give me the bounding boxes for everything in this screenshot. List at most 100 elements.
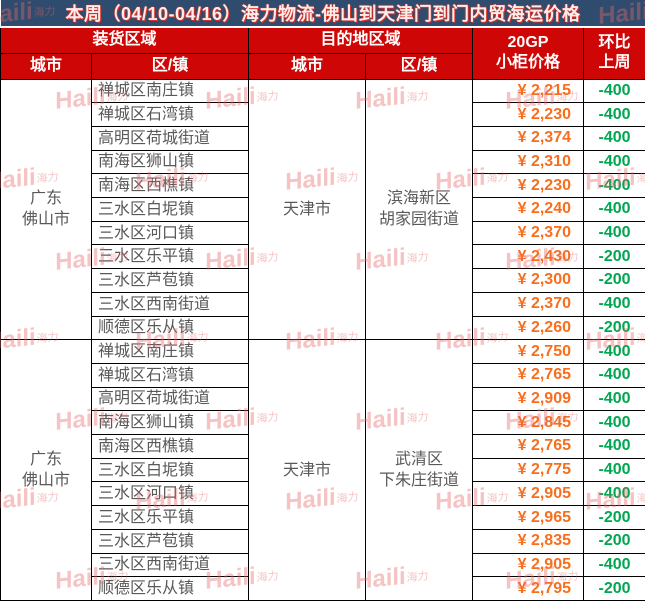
table-row: 禅城区石湾镇 ¥ 2,230 -400 — [1, 102, 645, 127]
price-cell: ¥ 2,310 — [472, 149, 584, 175]
table-row: 三水区西南街道 ¥ 2,370 -400 — [1, 291, 645, 317]
origin-district-cell: 三水区芦苞镇 — [91, 268, 249, 293]
table-row: 南海区西樵镇 ¥ 2,765 -400 — [1, 434, 645, 459]
header-price: 20GP 小柜价格 — [472, 26, 584, 80]
change-cell: -400 — [582, 149, 645, 175]
change-cell: -400 — [582, 125, 645, 151]
price-cell: ¥ 2,230 — [472, 173, 584, 199]
change-cell: -400 — [582, 410, 645, 436]
change-cell: -400 — [582, 291, 645, 317]
header-origin-district: 区/镇 — [91, 52, 249, 80]
origin-district-cell: 南海区西樵镇 — [91, 434, 249, 459]
page-title: 本周（04/10-04/16）海力物流-佛山到天津门到门内贸海运价格 — [0, 0, 645, 28]
header-origin-city: 城市 — [0, 52, 92, 80]
origin-city-cell: 广东 佛山市 — [0, 339, 92, 601]
change-cell: -400 — [582, 102, 645, 127]
price-cell: ¥ 2,370 — [472, 291, 584, 317]
origin-district-cell: 禅城区石湾镇 — [91, 362, 249, 388]
change-cell: -400 — [582, 552, 645, 578]
header-destination-area: 目的地区域 — [248, 26, 473, 54]
change-cell: -400 — [582, 197, 645, 222]
change-cell: -200 — [582, 268, 645, 293]
change-cell: -400 — [582, 339, 645, 364]
table-row: 三水区芦苞镇 ¥ 2,300 -200 — [1, 268, 645, 293]
table-row: 广东 佛山市 禅城区南庄镇 天津市 武清区 下朱庄街道 ¥ 2,750 -400 — [0, 339, 645, 601]
header-price-line2: 小柜价格 — [495, 54, 560, 72]
price-cell: ¥ 2,909 — [472, 386, 584, 412]
change-cell: -400 — [582, 434, 645, 459]
origin-district-cell: 三水区芦苞镇 — [91, 528, 249, 554]
price-cell: ¥ 2,300 — [472, 268, 584, 293]
price-cell: ¥ 2,374 — [472, 125, 584, 151]
change-cell: -400 — [582, 386, 645, 412]
change-cell: -200 — [582, 244, 645, 270]
dest-district-cell: 滨海新区 胡家园街道 — [365, 78, 473, 341]
dest-district-cell: 武清区 下朱庄街道 — [365, 339, 473, 601]
price-table-body: 广东 佛山市 禅城区南庄镇 天津市 滨海新区 胡家园街道 ¥ 2,215 -400 禅城区石湾镇… — [0, 78, 645, 601]
change-cell: -200 — [582, 505, 645, 530]
change-cell: -200 — [582, 528, 645, 554]
price-cell: ¥ 2,430 — [472, 244, 584, 270]
price-cell: ¥ 2,230 — [472, 102, 584, 127]
origin-district-cell: 高明区荷城街道 — [91, 125, 249, 151]
title-row: 本周（04/10-04/16）海力物流-佛山到天津门到门内贸海运价格 — [0, 0, 645, 28]
origin-district-cell: 三水区西南街道 — [91, 552, 249, 578]
origin-district-cell: 三水区乐平镇 — [91, 244, 249, 270]
table-row: 高明区荷城街道 ¥ 2,374 -400 — [1, 125, 645, 151]
table-row: 三水区河口镇 ¥ 2,905 -400 — [1, 481, 645, 507]
price-cell: ¥ 2,795 — [472, 576, 584, 601]
table-row: 三水区乐平镇 ¥ 2,430 -200 — [1, 244, 645, 270]
table-row: 三水区乐平镇 ¥ 2,965 -200 — [1, 505, 645, 530]
price-cell: ¥ 2,765 — [472, 434, 584, 459]
origin-district-cell: 三水区西南街道 — [91, 291, 249, 317]
price-cell: ¥ 2,260 — [472, 315, 584, 341]
change-cell: -400 — [582, 457, 645, 483]
header-loading-area: 装货区域 — [0, 26, 249, 54]
table-row: 高明区荷城街道 ¥ 2,909 -400 — [1, 386, 645, 412]
header-change: 环比 上周 — [582, 26, 645, 80]
header-sub-row: 城市 区/镇 城市 区/镇 — [0, 52, 645, 80]
change-cell: -400 — [582, 173, 645, 199]
price-cell: ¥ 2,905 — [472, 481, 584, 507]
origin-city-cell: 广东 佛山市 — [0, 78, 92, 341]
change-cell: -400 — [582, 220, 645, 246]
price-cell: ¥ 2,370 — [472, 220, 584, 246]
origin-district-cell: 三水区乐平镇 — [91, 505, 249, 530]
table-row: 顺德区乐从镇 ¥ 2,795 -200 — [1, 576, 645, 601]
header-dest-district: 区/镇 — [365, 52, 473, 80]
table-row: 南海区西樵镇 ¥ 2,230 -400 — [1, 173, 645, 199]
price-cell: ¥ 2,750 — [472, 339, 584, 364]
table-row: 南海区狮山镇 ¥ 2,310 -400 — [1, 149, 645, 175]
origin-district-cell: 高明区荷城街道 — [91, 386, 249, 412]
price-cell: ¥ 2,215 — [472, 78, 584, 104]
table-row: 广东 佛山市 禅城区南庄镇 天津市 滨海新区 胡家园街道 ¥ 2,215 -400 — [0, 78, 645, 341]
price-cell: ¥ 2,845 — [472, 410, 584, 436]
header-dest-city: 城市 — [248, 52, 366, 80]
price-cell: ¥ 2,240 — [472, 197, 584, 222]
origin-district-cell: 三水区白坭镇 — [91, 197, 249, 222]
change-cell: -200 — [582, 315, 645, 341]
origin-district-cell: 三水区河口镇 — [91, 220, 249, 246]
price-cell: ¥ 2,775 — [472, 457, 584, 483]
origin-district-cell: 南海区西樵镇 — [91, 173, 249, 199]
price-cell: ¥ 2,835 — [472, 528, 584, 554]
table-row: 三水区白坭镇 ¥ 2,240 -400 — [1, 197, 645, 222]
change-cell: -400 — [582, 362, 645, 388]
origin-district-cell: 禅城区南庄镇 — [91, 78, 249, 104]
header-change-line1: 环比 — [598, 34, 631, 52]
table-row: 三水区芦苞镇 ¥ 2,835 -200 — [1, 528, 645, 554]
change-cell: -400 — [582, 481, 645, 507]
origin-district-cell: 顺德区乐从镇 — [91, 576, 249, 601]
table-row: 三水区河口镇 ¥ 2,370 -400 — [1, 220, 645, 246]
price-cell: ¥ 2,765 — [472, 362, 584, 388]
change-cell: -400 — [582, 78, 645, 104]
header-change-line2: 上周 — [598, 54, 631, 72]
origin-district-cell: 禅城区南庄镇 — [91, 339, 249, 364]
dest-city-cell: 天津市 — [248, 78, 366, 341]
origin-district-cell: 顺德区乐从镇 — [91, 315, 249, 341]
header-price-line1: 20GP — [507, 34, 549, 52]
price-cell: ¥ 2,965 — [472, 505, 584, 530]
origin-district-cell: 三水区白坭镇 — [91, 457, 249, 483]
origin-district-cell: 南海区狮山镇 — [91, 149, 249, 175]
